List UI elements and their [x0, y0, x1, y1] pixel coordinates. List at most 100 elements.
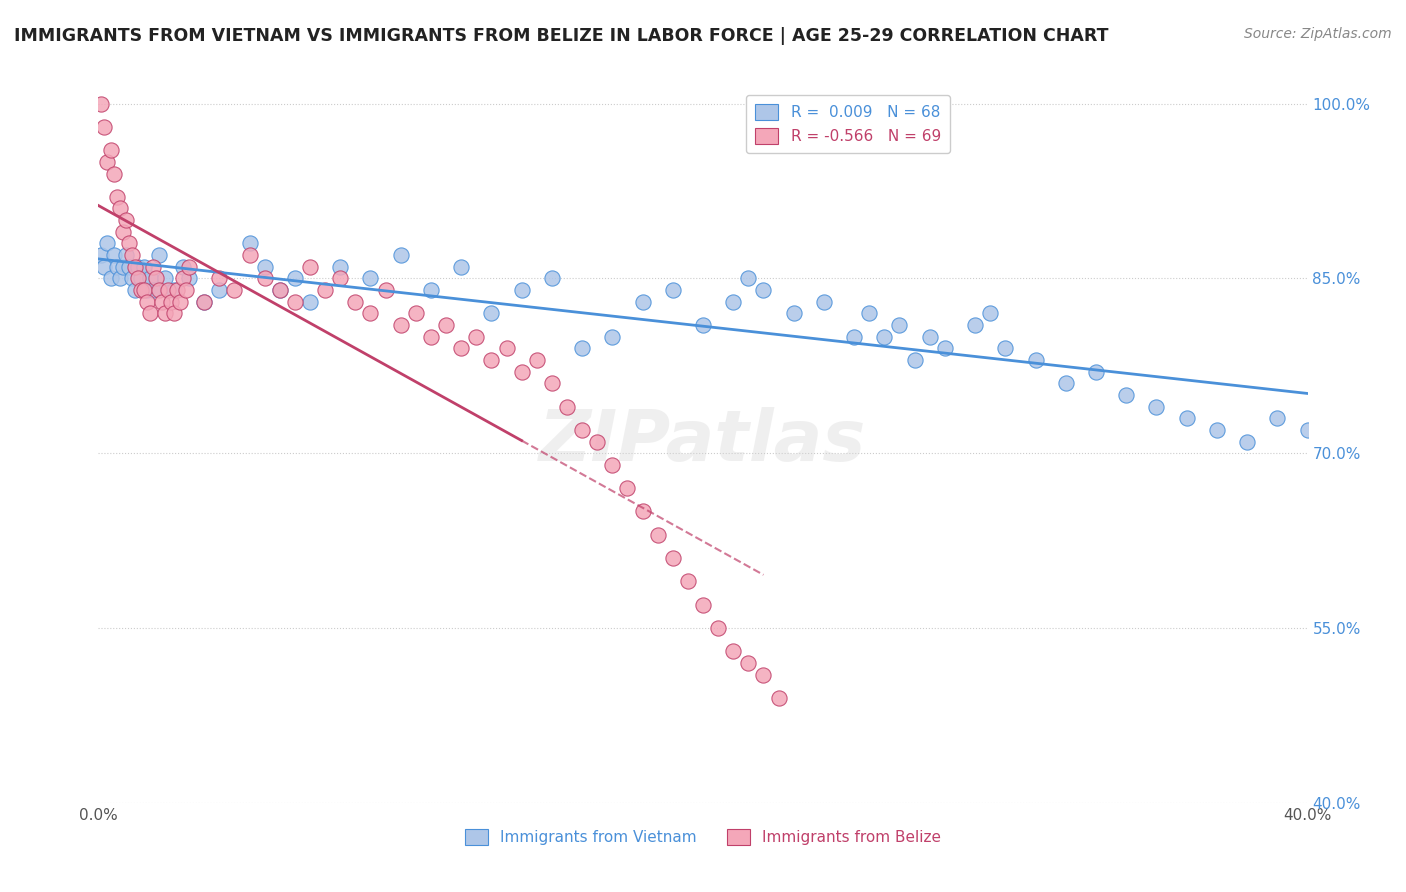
Point [148, 248, 170, 262]
Point [135, 294, 157, 309]
Point [571, 341, 593, 355]
Point [148, 283, 170, 297]
Point [510, 365, 533, 379]
Point [179, 260, 201, 274]
Point [299, 294, 322, 309]
Point [692, 318, 714, 332]
Point [707, 621, 730, 635]
Point [105, 260, 128, 274]
Point [631, 504, 654, 518]
Point [193, 294, 215, 309]
Point [299, 260, 322, 274]
Point [374, 283, 396, 297]
Point [118, 260, 141, 274]
Point [586, 434, 609, 449]
Point [132, 260, 155, 274]
Point [96, 154, 118, 169]
Point [540, 376, 562, 391]
Point [540, 271, 562, 285]
Point [1144, 400, 1167, 414]
Text: ZIPatlas: ZIPatlas [540, 407, 866, 476]
Point [121, 271, 143, 285]
Point [93, 260, 115, 274]
Point [114, 248, 136, 262]
Point [269, 283, 291, 297]
Point [163, 283, 186, 297]
Point [224, 283, 246, 297]
Point [873, 329, 896, 343]
Point [314, 283, 336, 297]
Point [965, 318, 987, 332]
Point [111, 260, 134, 274]
Point [465, 329, 488, 343]
Point [647, 528, 669, 542]
Legend: Immigrants from Vietnam, Immigrants from Belize: Immigrants from Vietnam, Immigrants from… [457, 822, 949, 853]
Point [179, 271, 201, 285]
Point [737, 656, 759, 670]
Point [1206, 423, 1229, 437]
Point [100, 271, 122, 285]
Point [555, 400, 578, 414]
Point [1236, 434, 1258, 449]
Point [661, 551, 683, 566]
Point [284, 271, 307, 285]
Point [145, 271, 167, 285]
Point [208, 283, 231, 297]
Point [139, 271, 162, 285]
Point [1054, 376, 1077, 391]
Point [174, 283, 197, 297]
Point [631, 294, 654, 309]
Point [434, 318, 457, 332]
Point [208, 271, 231, 285]
Point [481, 353, 503, 368]
Point [571, 423, 593, 437]
Point [405, 306, 427, 320]
Point [121, 248, 143, 262]
Point [166, 283, 188, 297]
Point [129, 283, 152, 297]
Point [420, 283, 443, 297]
Point [118, 236, 141, 251]
Point [360, 271, 382, 285]
Point [239, 248, 262, 262]
Point [90, 96, 112, 111]
Point [253, 260, 276, 274]
Point [93, 120, 115, 134]
Point [934, 341, 956, 355]
Point [129, 271, 152, 285]
Point [344, 294, 367, 309]
Point [389, 318, 412, 332]
Point [1175, 411, 1198, 425]
Point [1267, 411, 1289, 425]
Point [269, 283, 291, 297]
Point [329, 260, 352, 274]
Point [737, 271, 759, 285]
Point [139, 306, 162, 320]
Point [169, 294, 191, 309]
Point [114, 213, 136, 227]
Point [329, 271, 352, 285]
Point [108, 271, 131, 285]
Point [450, 341, 472, 355]
Point [284, 294, 307, 309]
Point [420, 329, 443, 343]
Point [813, 294, 835, 309]
Point [904, 353, 927, 368]
Point [160, 294, 183, 309]
Point [602, 329, 624, 343]
Point [844, 329, 866, 343]
Point [193, 294, 215, 309]
Point [124, 283, 146, 297]
Point [111, 225, 134, 239]
Point [994, 341, 1017, 355]
Point [676, 574, 699, 589]
Point [481, 306, 503, 320]
Point [105, 190, 128, 204]
Point [692, 598, 714, 612]
Point [153, 306, 176, 320]
Point [1115, 388, 1137, 402]
Point [103, 248, 125, 262]
Point [723, 644, 745, 658]
Point [142, 283, 165, 297]
Point [239, 236, 262, 251]
